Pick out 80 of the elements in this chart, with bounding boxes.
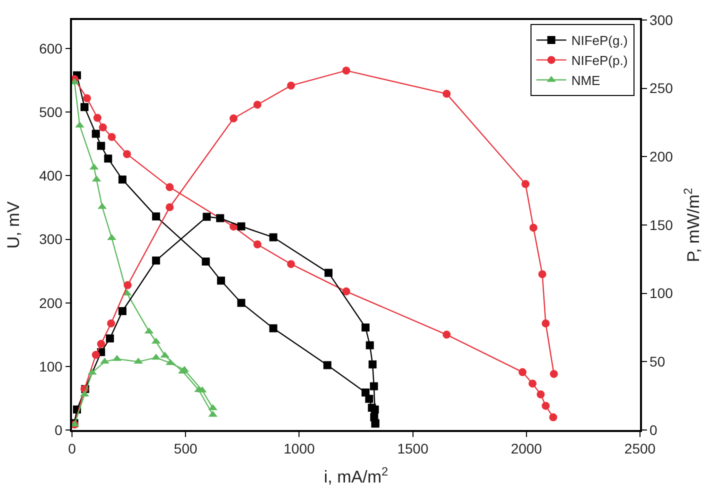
point	[368, 360, 377, 368]
y2-tick-label: 100	[650, 285, 674, 302]
point	[118, 176, 126, 184]
y2-tick-label: 0	[650, 422, 658, 438]
point	[549, 413, 558, 422]
point	[370, 406, 379, 414]
point	[542, 319, 550, 328]
point	[521, 180, 530, 188]
point	[230, 114, 238, 122]
point	[104, 154, 112, 163]
point	[536, 390, 545, 398]
point	[152, 212, 160, 220]
x-tick-label: 2000	[510, 440, 542, 457]
y-tick-label: 500	[39, 104, 63, 120]
point	[106, 334, 114, 342]
point	[323, 361, 332, 370]
point	[98, 123, 107, 132]
y-tick-label: 600	[39, 40, 63, 56]
point	[324, 268, 333, 277]
point	[542, 402, 550, 410]
point	[253, 100, 262, 109]
point	[342, 66, 350, 75]
point	[97, 142, 106, 150]
point	[83, 94, 91, 102]
legend-label: NIFeP(p.)	[571, 53, 628, 68]
point	[366, 341, 374, 350]
point	[152, 256, 160, 265]
point	[97, 340, 106, 348]
point	[287, 260, 296, 268]
point	[216, 214, 224, 222]
point	[166, 183, 174, 192]
point	[342, 287, 350, 296]
y2-tick-label: 250	[650, 80, 674, 96]
point	[253, 240, 262, 248]
x-tick-label: 1000	[284, 440, 315, 457]
point	[92, 350, 100, 359]
y-tick-label: 300	[39, 231, 63, 248]
y2-tick-label: 300	[650, 12, 674, 28]
point	[365, 394, 374, 403]
x-tick-label: 1500	[397, 440, 429, 457]
y2-tick-label: 150	[650, 216, 674, 233]
y-axis-title: U, mV	[4, 200, 24, 249]
point	[237, 222, 246, 230]
legend-label: NIFeP(g.)	[571, 33, 628, 48]
y2-tick-label: 50	[650, 354, 666, 370]
point	[80, 103, 88, 112]
point	[550, 370, 558, 378]
point	[108, 132, 116, 141]
point	[442, 330, 451, 339]
point	[269, 324, 278, 332]
point	[202, 212, 211, 221]
point	[202, 258, 210, 266]
point	[124, 281, 132, 290]
point	[538, 270, 546, 278]
y-tick-label: 100	[39, 358, 63, 374]
point	[118, 307, 126, 316]
x-tick-label: 500	[174, 440, 198, 457]
x-axis-title: i, mA/m$^{2}$	[324, 464, 388, 486]
point	[93, 114, 102, 122]
point	[518, 368, 527, 376]
x-tick-label: 2500	[624, 440, 656, 457]
point	[442, 90, 451, 98]
point	[529, 224, 538, 232]
point	[362, 324, 370, 332]
point	[269, 233, 278, 242]
point	[92, 130, 100, 138]
y-tick-label: 0	[54, 422, 63, 438]
point	[287, 82, 296, 90]
x-tick-label: 0	[68, 440, 76, 457]
point	[370, 382, 378, 390]
point	[237, 298, 246, 307]
point	[528, 380, 537, 388]
point	[122, 150, 131, 158]
legend-label: NME	[571, 72, 601, 88]
y2-tick-label: 200	[650, 148, 674, 165]
y-tick-label: 400	[39, 168, 63, 184]
point	[166, 203, 174, 212]
point	[217, 276, 226, 285]
y-tick-label: 200	[39, 294, 63, 311]
point	[107, 319, 116, 328]
